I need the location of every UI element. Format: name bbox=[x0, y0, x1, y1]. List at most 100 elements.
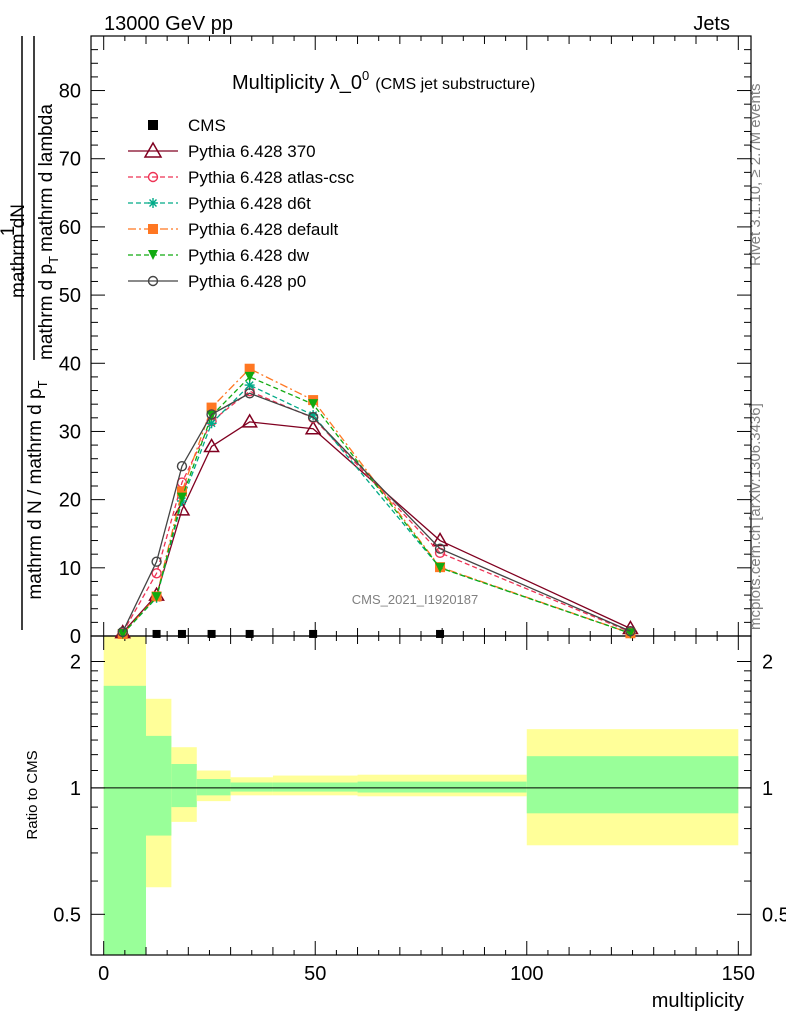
data-point bbox=[147, 171, 159, 183]
y-tick-label: 20 bbox=[59, 490, 81, 512]
data-point bbox=[151, 592, 162, 603]
legend-label: CMS bbox=[188, 116, 226, 135]
data-point bbox=[625, 626, 636, 637]
y-label-frac-den: mathrm d N / mathrm d pT bbox=[25, 380, 50, 599]
data-point bbox=[206, 402, 217, 413]
analysis-watermark: CMS_2021_I1920187 bbox=[352, 592, 479, 607]
data-point bbox=[143, 141, 163, 158]
ratio-band-green bbox=[230, 782, 273, 792]
x-tick-label: 50 bbox=[304, 963, 326, 985]
legend-item: Pythia 6.428 dw bbox=[128, 246, 310, 265]
legend-item: Pythia 6.428 p0 bbox=[128, 272, 306, 291]
data-point bbox=[434, 543, 446, 554]
data-point bbox=[244, 388, 255, 399]
chart-title: Multiplicity λ_00(CMS jet substructure) bbox=[232, 68, 535, 94]
y-tick-label: 10 bbox=[59, 558, 81, 580]
star-stroke bbox=[245, 381, 254, 390]
y-axis-label: 1 mathrm d N / mathrm d pT mathrm dN mat… bbox=[0, 36, 61, 630]
data-point bbox=[203, 437, 220, 453]
data-point bbox=[152, 629, 161, 638]
data-point bbox=[245, 629, 254, 638]
x-tick-label: 100 bbox=[510, 963, 543, 985]
data-point bbox=[151, 556, 162, 567]
legend-label: Pythia 6.428 p0 bbox=[188, 272, 306, 291]
star-stroke bbox=[207, 419, 216, 428]
data-point bbox=[241, 413, 258, 428]
data-point bbox=[176, 486, 187, 497]
data-point bbox=[148, 224, 158, 234]
legend-label: Pythia 6.428 dw bbox=[188, 246, 310, 265]
data-point bbox=[435, 562, 446, 573]
y-label-dn: mathrm dN bbox=[8, 204, 29, 298]
y-label-den: mathrm d pTmathrm d lambda bbox=[36, 104, 61, 360]
ratio-band-green bbox=[272, 782, 358, 792]
data-point bbox=[436, 629, 445, 638]
rivet-label: Rivet 3.1.10, ≥ 2.7M events bbox=[747, 84, 764, 267]
y-tick-label: 40 bbox=[59, 353, 81, 375]
ratio-tick-label: 0.5 bbox=[53, 904, 81, 926]
y-tick-label: 80 bbox=[59, 81, 81, 103]
data-point bbox=[117, 626, 128, 638]
series-pythia-6-428-dw bbox=[117, 371, 636, 639]
ratio-tick-label: 2 bbox=[70, 651, 81, 673]
x-axis-label: multiplicity bbox=[652, 990, 744, 1012]
x-tick-label: 150 bbox=[722, 963, 755, 985]
header-right: Jets bbox=[693, 13, 730, 35]
legend-item: Pythia 6.428 d6t bbox=[128, 194, 311, 213]
ratio-tick-label-right: 1 bbox=[762, 778, 773, 800]
legend-label: Pythia 6.428 d6t bbox=[188, 194, 311, 213]
ratio-band-green bbox=[103, 685, 146, 955]
legend-label: Pythia 6.428 370 bbox=[188, 142, 316, 161]
legend-item: CMS bbox=[148, 116, 226, 135]
data-point bbox=[176, 492, 187, 503]
data-point bbox=[151, 568, 162, 579]
data-point bbox=[148, 198, 158, 208]
data-point bbox=[307, 411, 319, 423]
legend-label: Pythia 6.428 default bbox=[188, 220, 339, 239]
x-tick-label: 0 bbox=[98, 963, 109, 985]
y-label-one: 1 bbox=[0, 226, 19, 237]
data-point bbox=[117, 628, 128, 639]
ratio-band-green bbox=[357, 781, 527, 793]
series-cms bbox=[118, 629, 635, 638]
main-panel: 0 10 20 30 40 50 60 70 80 bbox=[59, 35, 752, 955]
data-point bbox=[308, 399, 319, 410]
ratio-tick-label: 1 bbox=[70, 778, 81, 800]
data-point bbox=[148, 250, 158, 260]
data-point bbox=[147, 275, 159, 287]
mcplots-label: mcplots.cern.ch [arXiv:1306.3436] bbox=[747, 403, 764, 630]
ratio-tick-label-right: 2 bbox=[762, 651, 773, 673]
data-point bbox=[304, 420, 322, 435]
legend-label: Pythia 6.428 atlas-csc bbox=[188, 168, 355, 187]
series-line bbox=[122, 390, 631, 633]
legend-item: Pythia 6.428 atlas-csc bbox=[128, 168, 355, 187]
legend-item: Pythia 6.428 370 bbox=[128, 141, 316, 161]
series-line bbox=[122, 376, 631, 635]
header-left: 13000 GeV pp bbox=[104, 13, 233, 35]
y-tick-label: 70 bbox=[59, 149, 81, 171]
y-tick-label: 0 bbox=[70, 626, 81, 648]
legend: CMS Pythia 6.428 370 Pythia 6.428 atlas-cs… bbox=[128, 116, 355, 291]
y-tick-label: 30 bbox=[59, 421, 81, 443]
data-point bbox=[244, 371, 255, 382]
data-point bbox=[431, 532, 449, 547]
ratio-panel: 0 50 100 150 0.5 0.5 1 1 2 2 bbox=[53, 635, 786, 985]
ratio-y-label: Ratio to CMS bbox=[24, 750, 41, 839]
data-point bbox=[176, 461, 188, 472]
data-point bbox=[148, 120, 158, 130]
data-point bbox=[206, 409, 217, 420]
y-tick-label: 60 bbox=[59, 217, 81, 239]
y-tick-label: 50 bbox=[59, 285, 81, 307]
ratio-tick-label-right: 0.5 bbox=[762, 904, 786, 926]
ratio-band-green bbox=[171, 764, 197, 808]
star-stroke bbox=[149, 199, 157, 207]
data-point bbox=[177, 629, 186, 638]
legend-item: Pythia 6.428 default bbox=[128, 220, 339, 239]
series-pythia-6-428-p0 bbox=[117, 388, 636, 638]
data-point bbox=[244, 363, 255, 374]
ratio-band-green bbox=[196, 778, 231, 796]
ratio-band-green bbox=[146, 735, 172, 836]
ratio-band-green bbox=[526, 756, 739, 814]
data-point bbox=[207, 629, 216, 638]
